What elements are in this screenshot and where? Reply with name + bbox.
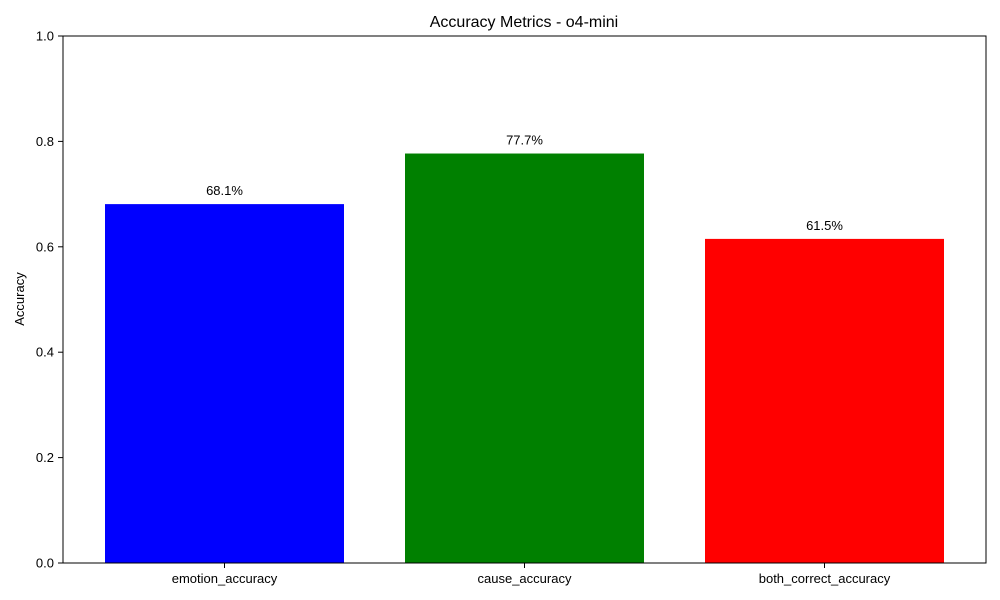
chart-title: Accuracy Metrics - o4-mini xyxy=(430,14,618,31)
bars-group: 68.1% 77.7% 61.5% xyxy=(105,133,944,563)
x-tick-label-emotion_accuracy: emotion_accuracy xyxy=(172,571,278,586)
bar-emotion_accuracy xyxy=(105,204,344,563)
bar-cause_accuracy xyxy=(405,153,644,563)
y-tick-label-0.0: 0.0 xyxy=(36,556,54,571)
y-tick-label-0.4: 0.4 xyxy=(36,345,54,360)
y-tick-label-0.8: 0.8 xyxy=(36,134,54,149)
x-tick-label-both_correct_accuracy: both_correct_accuracy xyxy=(759,571,891,586)
data-label-cause_accuracy: 77.7% xyxy=(506,133,543,148)
ticks-group: emotion_accuracy cause_accuracy both_corre… xyxy=(36,29,891,587)
y-axis-label: Accuracy xyxy=(12,272,27,326)
y-tick-label-1.0: 1.0 xyxy=(36,29,54,44)
x-tick-label-cause_accuracy: cause_accuracy xyxy=(478,571,572,586)
y-tick-label-0.2: 0.2 xyxy=(36,450,54,465)
data-label-emotion_accuracy: 68.1% xyxy=(206,183,243,198)
data-label-both_correct_accuracy: 61.5% xyxy=(806,218,843,233)
y-tick-label-0.6: 0.6 xyxy=(36,239,54,254)
plot-frame xyxy=(62,35,987,564)
bar-both_correct_accuracy xyxy=(705,238,944,563)
